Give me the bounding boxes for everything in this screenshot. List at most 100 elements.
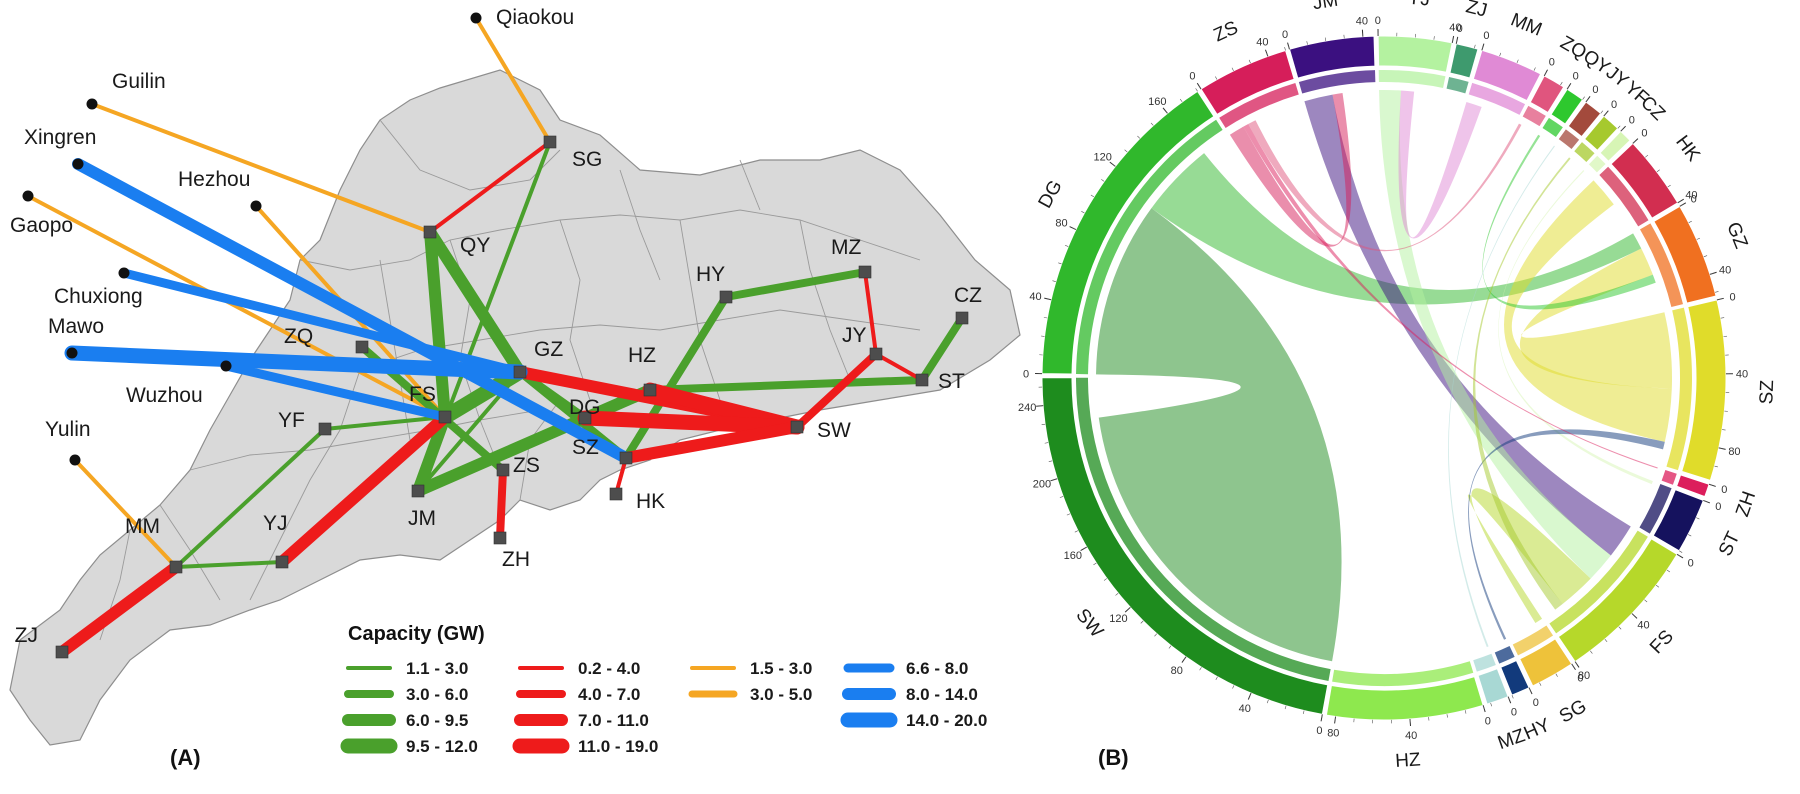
sector-gz-arc — [1653, 205, 1717, 304]
sector-minor-tick — [1232, 685, 1235, 689]
sector-tick-label: 0 — [1023, 368, 1029, 380]
city-chuxiong-marker — [118, 267, 130, 279]
sector-mm-track — [1468, 82, 1526, 115]
link-fs-jm — [412, 411, 451, 497]
sector-zh-arc — [1675, 474, 1710, 498]
sector-minor-tick — [1666, 569, 1671, 573]
sector-minor-tick — [1179, 98, 1183, 103]
sector-minor-tick — [1140, 620, 1144, 624]
sector-minor-tick — [1199, 667, 1202, 671]
sector-tick-label: 0 — [1592, 84, 1598, 96]
sector-minor-tick — [1655, 584, 1660, 588]
sector-tick-label: 80 — [1728, 446, 1740, 458]
chord-sz-gz — [1519, 248, 1672, 389]
sector-minor-tick — [1103, 578, 1108, 581]
sector-minor-tick — [1511, 695, 1514, 699]
chord-hk-sz — [1504, 180, 1672, 442]
node-zj-label: ZJ — [15, 624, 38, 647]
sector-minor-tick — [1555, 673, 1558, 677]
sector-minor-tick — [1667, 184, 1671, 188]
legend-items: 1.1 - 3.0 3.0 - 6.0 6.0 - 9.5 9.5 - 12.0 0.2… — [340, 659, 987, 756]
city-wuzhou-marker — [220, 360, 232, 372]
sector-minor-tick — [1618, 626, 1622, 630]
node-hk-label: HK — [636, 490, 665, 513]
city-hezhou-label: Hezhou — [178, 168, 250, 191]
sector-tick-label: 0 — [1483, 30, 1489, 42]
link-guilin-qy — [90, 102, 432, 234]
sector-minor-tick — [1288, 45, 1290, 50]
node-sw-label: SW — [817, 419, 851, 442]
city-guilin-marker — [86, 98, 98, 110]
sector-minor-tick — [1198, 85, 1202, 90]
sector-hz-label: HZ — [1395, 749, 1422, 772]
legend-label-red-1: 0.2 - 4.0 — [578, 659, 640, 678]
sector-dg-label: DG — [1035, 177, 1067, 212]
sector-zs-label: ZS — [1211, 17, 1242, 46]
sector-sw-track — [1076, 377, 1331, 681]
legend-label-orange-2: 3.0 - 5.0 — [750, 685, 812, 704]
node-mz-label: MZ — [831, 236, 861, 259]
legend-label-blue-2: 8.0 - 14.0 — [906, 685, 978, 704]
sector-tick-label: 0 — [1577, 672, 1583, 684]
link-mm-yj — [174, 560, 284, 569]
sector-minor-tick — [1716, 298, 1721, 301]
sector-minor-tick — [1709, 273, 1714, 275]
sector-tick-label: 0 — [1375, 15, 1381, 27]
sector-tick-label: 0 — [1729, 291, 1735, 303]
node-cz-marker — [955, 311, 969, 325]
chord-fs-sg — [1467, 488, 1591, 624]
link-cz-st — [918, 314, 966, 384]
node-hk-marker — [609, 487, 623, 501]
sector-mm-arc — [1472, 49, 1542, 102]
node-sg-marker — [543, 135, 557, 149]
chord-dg-gz — [1151, 153, 1642, 305]
panel-a-label: (A) — [170, 745, 201, 770]
link-hy-mz — [722, 268, 869, 301]
sector-minor-tick — [1482, 705, 1485, 709]
sector-minor-tick — [1154, 633, 1158, 637]
sector-minor-tick — [1127, 607, 1131, 610]
sector-minor-tick — [1093, 562, 1097, 566]
link-qiaokou-sg — [474, 16, 552, 144]
legend-label-blue-1: 6.6 - 8.0 — [906, 659, 968, 678]
chord-zq-zs — [1248, 120, 1522, 252]
sector-minor-tick — [1446, 714, 1448, 718]
sector-minor-tick — [1053, 478, 1058, 481]
sector-zj-track — [1446, 76, 1469, 94]
sector-minor-tick — [1714, 465, 1718, 468]
sector-fs-track — [1549, 530, 1648, 634]
sector-minor-tick — [1081, 211, 1085, 214]
sector-tick-label: 240 — [1018, 402, 1036, 414]
link-qy-gz — [424, 226, 526, 378]
sector-minor-tick — [1215, 76, 1218, 80]
sector-tick-label: 40 — [1637, 620, 1649, 632]
node-sw-marker — [790, 420, 804, 434]
map-nodes: SG QY HY MZ CZ ZQ GZ HZ JY ST YF FS DG SW SZ ZS HK JM ZH YJ… — [10, 6, 982, 659]
link-dg-sw — [577, 410, 805, 435]
sector-minor-tick — [1644, 599, 1648, 603]
sector-minor-tick — [1284, 705, 1287, 710]
node-jm-label: JM — [408, 507, 436, 530]
city-xingren-marker — [72, 158, 84, 170]
sector-minor-tick — [1043, 317, 1048, 319]
sector-minor-tick — [1703, 255, 1708, 258]
sector-minor-tick — [1507, 696, 1510, 701]
sector-sg-arc — [1519, 638, 1573, 687]
link-jm-hz — [412, 384, 656, 497]
sector-tick-label: 0 — [1573, 71, 1579, 83]
sector-hy-arc — [1500, 659, 1530, 696]
sector-minor-tick — [1124, 149, 1128, 153]
legend-label-green-1: 1.1 - 3.0 — [406, 659, 468, 678]
chord-mm-yj — [1398, 90, 1482, 239]
sector-tick-label: 0 — [1316, 725, 1322, 737]
sector-minor-tick — [1645, 154, 1649, 158]
sector-minor-tick — [1165, 110, 1168, 114]
sector-tick-label: 0 — [1721, 484, 1727, 496]
city-yulin-marker — [69, 454, 81, 466]
sector-minor-tick — [1324, 37, 1327, 42]
sector-qy-track — [1542, 117, 1563, 138]
node-zj-marker — [55, 645, 69, 659]
sector-minor-tick — [1266, 52, 1269, 57]
node-zq-marker — [355, 340, 369, 354]
sector-sz-track — [1666, 307, 1693, 471]
